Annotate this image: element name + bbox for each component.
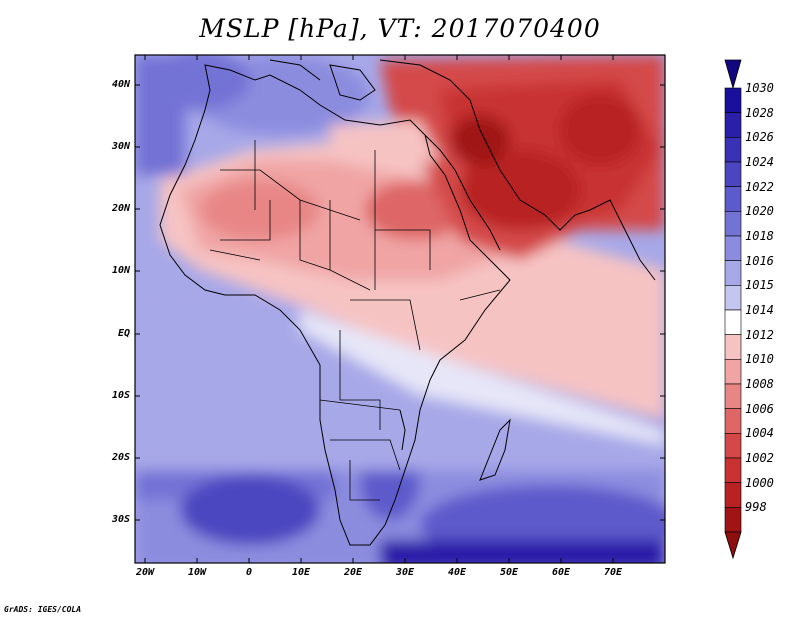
lon-label: 60E bbox=[551, 567, 571, 578]
colorbar-swatch bbox=[724, 211, 742, 237]
colorbar-swatch bbox=[724, 260, 742, 286]
colorbar-label: 1012 bbox=[745, 327, 774, 342]
map-title: MSLP [hPa], VT: 2017070400 bbox=[199, 14, 601, 43]
lat-label: 20N bbox=[111, 203, 130, 214]
country-borders bbox=[209, 140, 501, 501]
colorbar-swatch bbox=[724, 359, 742, 385]
lon-label: 20E bbox=[343, 567, 363, 578]
colorbar-label: 1015 bbox=[745, 278, 774, 293]
lon-label: 70E bbox=[603, 567, 623, 578]
colorbar-top-arrow bbox=[724, 59, 742, 90]
colorbar-label: 1006 bbox=[745, 401, 774, 416]
colorbar-label: 1030 bbox=[745, 81, 774, 95]
colorbar-label: 1010 bbox=[745, 352, 774, 367]
colorbar-swatch bbox=[724, 112, 742, 138]
colorbar-label: 1028 bbox=[745, 105, 774, 120]
lat-label: 10N bbox=[111, 265, 130, 276]
lat-label: 30S bbox=[111, 514, 130, 525]
colorbar-label: 1022 bbox=[745, 179, 774, 194]
lat-label: EQ bbox=[117, 328, 130, 339]
colorbar-swatch bbox=[724, 87, 742, 113]
colorbar-label: 998 bbox=[745, 500, 767, 515]
colorbar bbox=[724, 87, 742, 533]
colorbar-swatch bbox=[724, 408, 742, 434]
plot-frame bbox=[134, 54, 666, 564]
colorbar-swatch bbox=[724, 285, 742, 311]
colorbar-label: 1016 bbox=[745, 253, 774, 268]
colorbar-swatch bbox=[724, 186, 742, 212]
colorbar-swatch bbox=[724, 309, 742, 335]
colorbar-label: 1002 bbox=[745, 451, 774, 465]
colorbar-label: 1018 bbox=[745, 229, 774, 243]
colorbar-bottom-arrow bbox=[724, 531, 742, 560]
colorbar-swatch bbox=[724, 161, 742, 187]
lon-label: 10E bbox=[291, 567, 311, 578]
lon-label: 20W bbox=[135, 567, 155, 578]
coastlines bbox=[159, 59, 656, 546]
lon-label: 30E bbox=[395, 567, 415, 578]
lat-label: 40N bbox=[111, 79, 130, 90]
colorbar-label: 1014 bbox=[745, 303, 774, 317]
axis-ticks bbox=[135, 55, 665, 563]
colorbar-label: 1008 bbox=[745, 377, 774, 391]
colorbar-swatch bbox=[724, 235, 742, 261]
colorbar-swatch bbox=[724, 433, 742, 459]
lon-label: 10W bbox=[187, 567, 207, 578]
lon-label: 40E bbox=[447, 567, 467, 578]
lat-label: 20S bbox=[111, 452, 130, 463]
lon-label: 0 bbox=[245, 567, 253, 578]
colorbar-swatch bbox=[724, 507, 742, 533]
lat-label: 30N bbox=[111, 141, 130, 152]
colorbar-swatch bbox=[724, 383, 742, 409]
colorbar-swatch bbox=[724, 482, 742, 508]
colorbar-swatch bbox=[724, 137, 742, 163]
colorbar-swatch bbox=[724, 334, 742, 360]
colorbar-label: 1004 bbox=[745, 426, 774, 441]
colorbar-label: 1024 bbox=[745, 155, 774, 169]
colorbar-label: 1026 bbox=[745, 130, 774, 145]
colorbar-label: 1000 bbox=[745, 475, 774, 490]
lon-label: 50E bbox=[499, 567, 519, 578]
pressure-field bbox=[135, 55, 665, 563]
grads-credit: GrADS: IGES/COLA bbox=[4, 605, 82, 614]
colorbar-swatch bbox=[724, 457, 742, 483]
colorbar-label: 1020 bbox=[745, 204, 774, 219]
lat-label: 10S bbox=[111, 390, 130, 401]
